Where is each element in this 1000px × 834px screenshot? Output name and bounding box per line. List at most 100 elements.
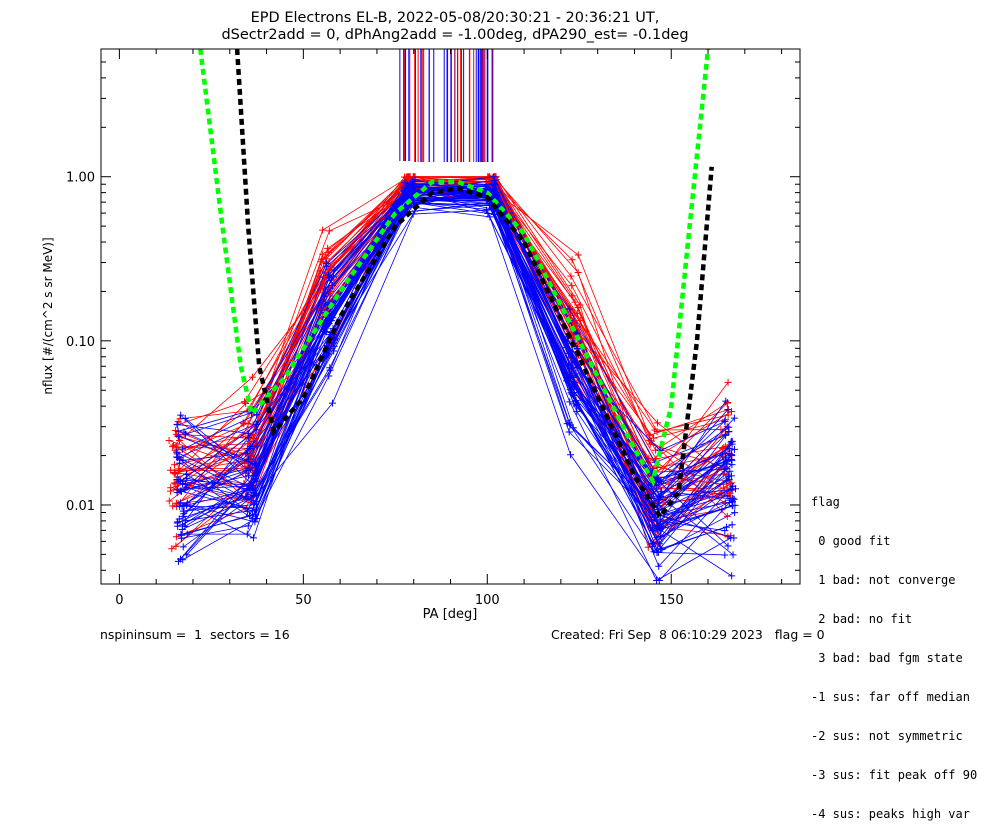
spin-trace-red [177,176,729,456]
data-point-blue [565,305,573,313]
data-point-blue [565,369,573,377]
data-point-red [574,251,582,259]
data-point-blue [491,176,499,184]
data-point-blue [177,411,185,419]
data-point-red [248,373,256,381]
legend-entry: -4 sus: peaks high var [811,807,970,821]
data-point-blue [181,414,189,422]
chart-subtitle: dSectr2add = 0, dPhAng2add = -1.00deg, d… [221,27,688,43]
data-point-blue [175,432,183,440]
data-point-blue [250,534,258,542]
data-point-blue [180,428,188,436]
data-point-blue [244,482,252,490]
data-point-blue [243,467,251,475]
spin-trace-blue [182,194,734,561]
data-point-blue [330,347,338,355]
data-point-blue [729,482,737,490]
data-point-blue [250,501,258,509]
data-point-blue [724,406,732,414]
data-point-red [317,258,325,266]
spin-trace-blue [183,190,732,553]
data-point-blue [252,506,260,514]
data-point-blue [244,522,252,530]
x-tick-label: 100 [475,593,500,608]
data-point-blue [650,548,658,556]
data-point-red [568,256,576,264]
data-point-red [574,303,582,311]
data-point-blue [724,542,732,550]
data-point-red [176,467,184,475]
data-point-red [568,282,576,290]
data-point-red [725,491,733,499]
data-point-blue [654,526,662,534]
data-point-blue [324,271,332,279]
data-point-blue [174,518,182,526]
data-point-blue [182,474,190,482]
legend-title: flag [811,495,840,509]
data-point-blue [657,477,665,485]
legend-entry: 3 bad: bad fgm state [811,651,963,665]
spin-trace-blue [177,183,726,452]
data-point-blue [252,515,260,523]
data-point-red [319,250,327,258]
data-point-blue [178,502,186,510]
fit-layer [198,49,714,521]
data-point-red [165,497,173,505]
data-point-blue [658,545,666,553]
data-point-blue [251,460,259,468]
data-point-blue [245,433,253,441]
legend-entry: 0 good fit [811,534,891,548]
data-point-red [567,272,575,280]
data-point-blue [566,421,574,429]
y-tick-label: 0.01 [66,499,95,514]
legend-entry: -1 sus: far off median [811,690,970,704]
chart-title: EPD Electrons EL-B, 2022-05-08/20:30:21 … [251,10,660,26]
data-point-blue [403,182,411,190]
spin-trace-blue [181,194,733,527]
y-axis-label: nflux [#/(cm^2 s sr MeV)] [41,237,55,394]
data-point-red [325,227,333,235]
data-point-red [724,378,732,386]
data-point-red [650,434,658,442]
data-point-blue [179,445,187,453]
data-point-blue [482,183,490,191]
data-point-blue [323,320,331,328]
data-point-blue [567,451,575,459]
fit-curve-green [198,49,711,487]
footer-sector-info: nspininsum = 1 sectors = 16 [100,627,290,642]
data-point-blue [243,530,251,538]
data-point-blue [722,397,730,405]
data-point-blue [573,407,581,415]
axes-layer: 0 50 100 150 0.01 0.10 1.00 [66,48,800,608]
x-tick-label: 150 [659,593,684,608]
data-point-blue [653,534,661,542]
data-point-blue [328,281,336,289]
data-point-red [570,309,578,317]
spin-trace-blue [182,201,733,538]
data-point-blue [728,440,736,448]
data-point-blue [727,534,735,542]
data-point-red [172,533,180,541]
x-axis-label: PA [deg] [423,607,478,622]
data-point-blue [730,414,738,422]
data-point-blue [655,522,663,530]
data-point-blue [655,562,663,570]
data-point-blue [323,260,331,268]
fit-curve-black [234,49,714,521]
data-point-blue [178,526,186,534]
data-point-red [402,177,410,185]
data-point-blue [330,266,338,274]
spin-trace-red [170,176,728,492]
data-point-blue [728,521,736,529]
data-point-blue [728,456,736,464]
data-point-blue [176,499,184,507]
spin-trace-blue [177,198,733,550]
data-point-blue [730,445,738,453]
y-tick-label: 1.00 [66,171,95,186]
data-point-blue [570,383,578,391]
data-point-red [653,419,661,427]
y-tick-label: 0.10 [66,335,95,350]
data-point-blue [174,557,182,565]
data-point-blue [729,551,737,559]
data-point-blue [326,366,334,374]
